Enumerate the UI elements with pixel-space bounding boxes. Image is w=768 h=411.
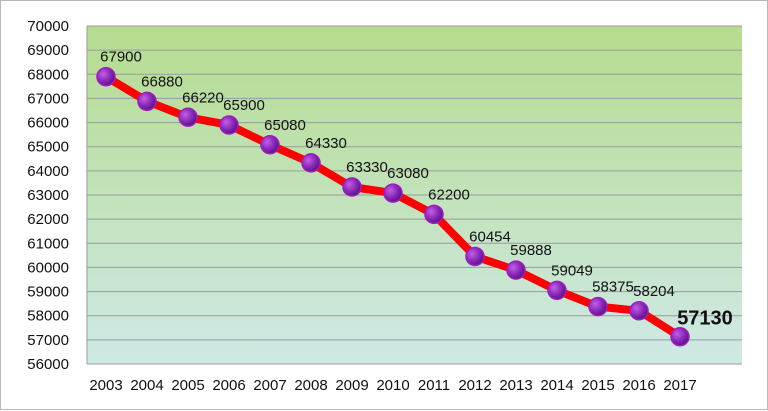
data-label: 58375 — [592, 279, 634, 296]
data-label: 59049 — [551, 262, 593, 279]
data-label: 65900 — [223, 97, 265, 114]
y-tick-label: 64000 — [27, 163, 69, 180]
data-point — [506, 260, 526, 280]
x-tick-label: 2017 — [663, 377, 696, 394]
data-label: 65080 — [264, 117, 306, 134]
y-tick-label: 66000 — [27, 115, 69, 132]
x-tick-label: 2014 — [540, 377, 573, 394]
y-tick-label: 60000 — [27, 259, 69, 276]
y-tick-label: 70000 — [27, 18, 69, 35]
y-tick-label: 63000 — [27, 187, 69, 204]
data-point — [219, 115, 239, 135]
data-label: 66220 — [182, 89, 224, 106]
x-tick-label: 2009 — [335, 377, 368, 394]
y-tick-label: 61000 — [27, 235, 69, 252]
y-tick-label: 62000 — [27, 211, 69, 228]
x-tick-label: 2005 — [171, 377, 204, 394]
data-point — [383, 183, 403, 203]
data-point — [260, 135, 280, 155]
data-point — [670, 326, 690, 347]
data-label: 64330 — [305, 135, 347, 152]
data-point — [424, 204, 444, 225]
x-tick-label: 2015 — [581, 377, 614, 394]
y-tick-label: 65000 — [27, 139, 69, 156]
y-axis-ticks: 56000 57000 58000 59000 60000 61000 62000 63000… — [27, 18, 69, 373]
x-tick-label: 2013 — [499, 377, 532, 394]
data-point — [96, 66, 116, 87]
x-axis-ticks: 2003 2004 2005 2006 2007 2008 2009 2010 2011 2012… — [89, 377, 696, 394]
data-label: 63080 — [387, 165, 429, 182]
x-tick-label: 2006 — [212, 377, 245, 394]
gridlines — [86, 25, 742, 365]
data-label: 62200 — [428, 186, 470, 203]
data-point — [465, 246, 485, 267]
data-label: 60454 — [469, 228, 511, 245]
y-tick-label: 68000 — [27, 66, 69, 83]
y-tick-label: 59000 — [27, 284, 69, 301]
data-label: 58204 — [633, 283, 675, 300]
data-label: 57130 — [677, 308, 733, 330]
data-point — [137, 91, 157, 112]
y-tick-label: 67000 — [27, 90, 69, 107]
y-tick-label: 57000 — [27, 332, 69, 349]
data-label: 63330 — [346, 159, 388, 176]
x-tick-label: 2008 — [294, 377, 327, 394]
x-tick-label: 2016 — [622, 377, 655, 394]
data-label: 67900 — [100, 49, 142, 66]
x-tick-label: 2011 — [418, 377, 450, 394]
data-point — [588, 296, 608, 317]
data-point — [547, 280, 567, 301]
x-tick-label: 2007 — [253, 377, 286, 394]
x-tick-label: 2012 — [458, 377, 491, 394]
data-point — [342, 177, 362, 197]
data-label: 59888 — [510, 242, 552, 259]
y-tick-label: 58000 — [27, 308, 69, 325]
x-tick-label: 2010 — [376, 377, 409, 394]
data-point — [178, 107, 198, 128]
x-tick-label: 2003 — [89, 377, 122, 394]
data-label: 66880 — [141, 73, 183, 90]
y-tick-label: 56000 — [27, 356, 69, 373]
data-point — [629, 301, 649, 321]
series-markers — [96, 66, 690, 347]
x-tick-label: 2004 — [130, 377, 163, 394]
data-point — [301, 153, 321, 173]
y-tick-label: 69000 — [27, 42, 69, 59]
